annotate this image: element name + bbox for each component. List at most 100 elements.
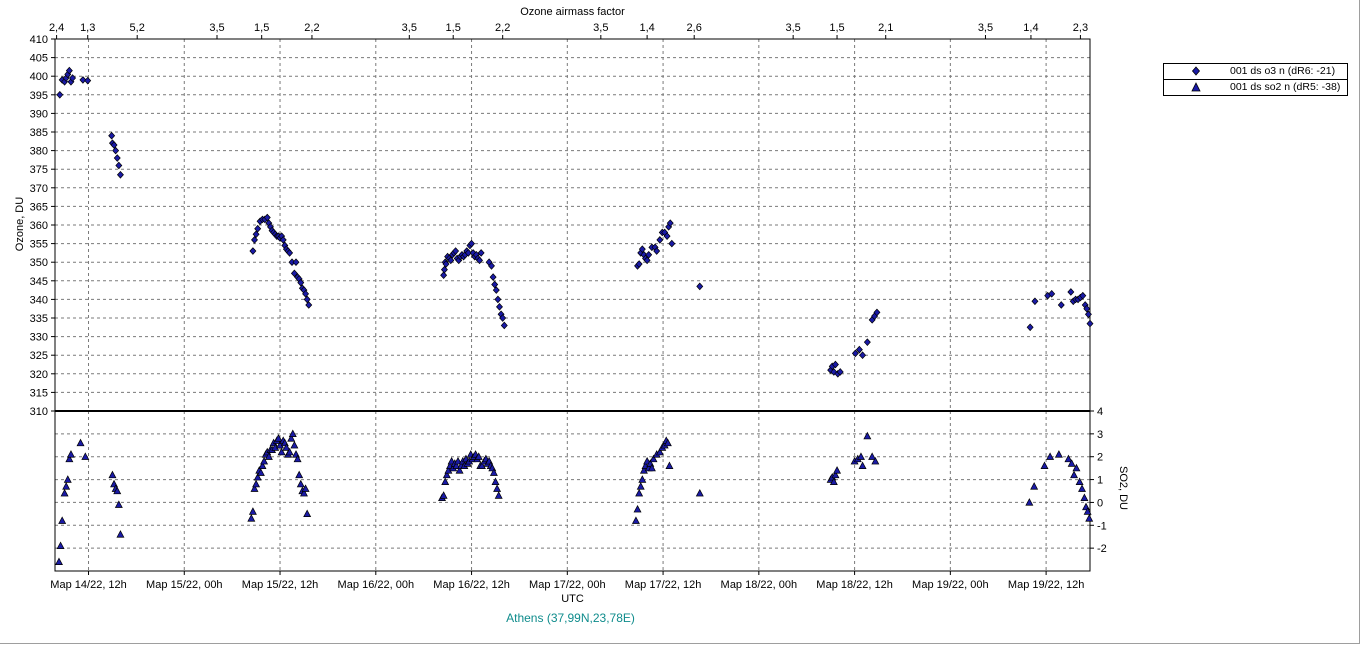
axis-layer: Мар 14/22, 12h Мар 15/22, 00h Мар 15/22, 1… xyxy=(30,22,1107,591)
so2-point xyxy=(663,438,672,447)
ozone-point xyxy=(638,245,646,254)
ozone-tick-label: 360 xyxy=(30,220,48,232)
ozone-point xyxy=(468,239,476,248)
ozone-point xyxy=(440,265,448,274)
so2-point xyxy=(647,463,656,472)
so2-axis-label: SO2, DU xyxy=(1117,465,1129,510)
ozone-tick-label: 370 xyxy=(30,183,48,195)
so2-point xyxy=(295,470,304,479)
so2-tick-label: -2 xyxy=(1097,543,1107,555)
ozone-point xyxy=(831,360,839,369)
ozone-point xyxy=(297,278,305,287)
ozone-point xyxy=(56,90,64,99)
so2-point xyxy=(695,488,704,497)
ozone-tick-label: 395 xyxy=(30,90,48,102)
so2-point xyxy=(58,516,67,524)
x-tick-label: Мар 19/22, 12h xyxy=(1008,579,1085,591)
so2-point xyxy=(264,452,273,460)
so2-point xyxy=(831,470,840,479)
so2-point xyxy=(63,475,72,483)
ozone-point xyxy=(1084,310,1092,319)
airmass-tick-label: 1,5 xyxy=(254,22,269,34)
so2-point xyxy=(442,470,451,479)
ozone-tick-label: 390 xyxy=(30,108,48,120)
ozone-point xyxy=(249,247,257,255)
ozone-point xyxy=(442,260,450,268)
x-tick-label: Мар 19/22, 00h xyxy=(912,579,989,591)
so2-point xyxy=(296,479,305,488)
ozone-tick-label: 365 xyxy=(30,201,48,213)
x-tick-label: Мар 18/22, 12h xyxy=(816,579,893,591)
ozone-point xyxy=(279,236,287,244)
so2-point xyxy=(863,431,872,440)
so2-tick-label: 2 xyxy=(1097,452,1103,464)
so2-point xyxy=(55,557,63,566)
ozone-tick-label: 340 xyxy=(30,294,48,306)
ozone-point xyxy=(116,170,124,179)
legend-item-so2: 001 ds so2 n (dR5: -38) xyxy=(1164,79,1347,95)
so2-point xyxy=(260,456,269,465)
so2-point xyxy=(288,429,297,438)
so2-point xyxy=(76,438,85,447)
so2-point xyxy=(489,468,498,476)
so2-point xyxy=(1080,493,1089,502)
airmass-tick-label: 2,6 xyxy=(687,22,702,34)
diamond-marker-icon xyxy=(1191,66,1201,76)
so2-point xyxy=(114,500,123,508)
so2-point xyxy=(636,482,645,490)
so2-point xyxy=(1072,463,1081,472)
so2-point xyxy=(655,447,664,456)
so2-point xyxy=(649,454,658,463)
ozone-point xyxy=(303,295,311,304)
so2-point xyxy=(303,509,312,518)
ozone-point xyxy=(1057,301,1065,309)
x-tick-label: Мар 17/22, 00h xyxy=(529,579,606,591)
ozone-point xyxy=(476,256,484,265)
ozone-point xyxy=(494,295,502,304)
so2-point xyxy=(56,541,65,550)
ozone-point xyxy=(251,236,258,244)
ozone-point xyxy=(65,66,73,75)
so2-point xyxy=(1054,450,1063,458)
airmass-tick-label: 3,5 xyxy=(209,22,224,34)
so2-point xyxy=(441,477,450,486)
ozone-point xyxy=(500,321,508,330)
ozone-point xyxy=(663,232,671,240)
airmass-tick-label: 3,5 xyxy=(402,22,417,34)
legend: 001 ds o3 n (dR6: -21) 001 ds so2 n (dR5… xyxy=(1163,63,1348,96)
ozone-point xyxy=(859,351,867,360)
airmass-tick-label: 1,4 xyxy=(639,22,654,34)
so2-point xyxy=(60,488,69,497)
ozone-tick-label: 375 xyxy=(30,164,48,176)
so2-point xyxy=(248,507,257,515)
so2-point xyxy=(833,466,842,474)
ozone-point xyxy=(263,213,271,222)
so2-point xyxy=(293,454,302,463)
ozone-point xyxy=(1026,323,1034,332)
so2-tick-label: 1 xyxy=(1097,475,1103,487)
so2-point xyxy=(252,479,261,488)
ozone-point xyxy=(863,338,871,347)
ozone-point xyxy=(254,224,262,233)
so2-point xyxy=(108,470,117,479)
airmass-tick-label: 2,4 xyxy=(49,22,64,34)
so2-point xyxy=(1067,459,1076,467)
so2-point xyxy=(301,484,310,492)
so2-point xyxy=(1075,477,1084,486)
so2-point xyxy=(250,484,259,492)
so2-point xyxy=(113,486,122,495)
airmass-tick-label: 5,2 xyxy=(130,22,145,34)
so2-point xyxy=(474,452,483,460)
ozone-point xyxy=(113,154,121,162)
so2-point xyxy=(439,491,448,499)
x-tick-label: Мар 16/22, 12h xyxy=(433,579,510,591)
ozone-tick-label: 320 xyxy=(30,369,48,381)
so2-point xyxy=(253,472,262,481)
legend-label-so2: 001 ds so2 n (dR5: -38) xyxy=(1230,81,1341,93)
ozone-point xyxy=(477,249,485,257)
so2-point xyxy=(635,488,644,497)
so2-point xyxy=(285,447,294,456)
airmass-axis-title: Ozone airmass factor xyxy=(520,6,625,18)
